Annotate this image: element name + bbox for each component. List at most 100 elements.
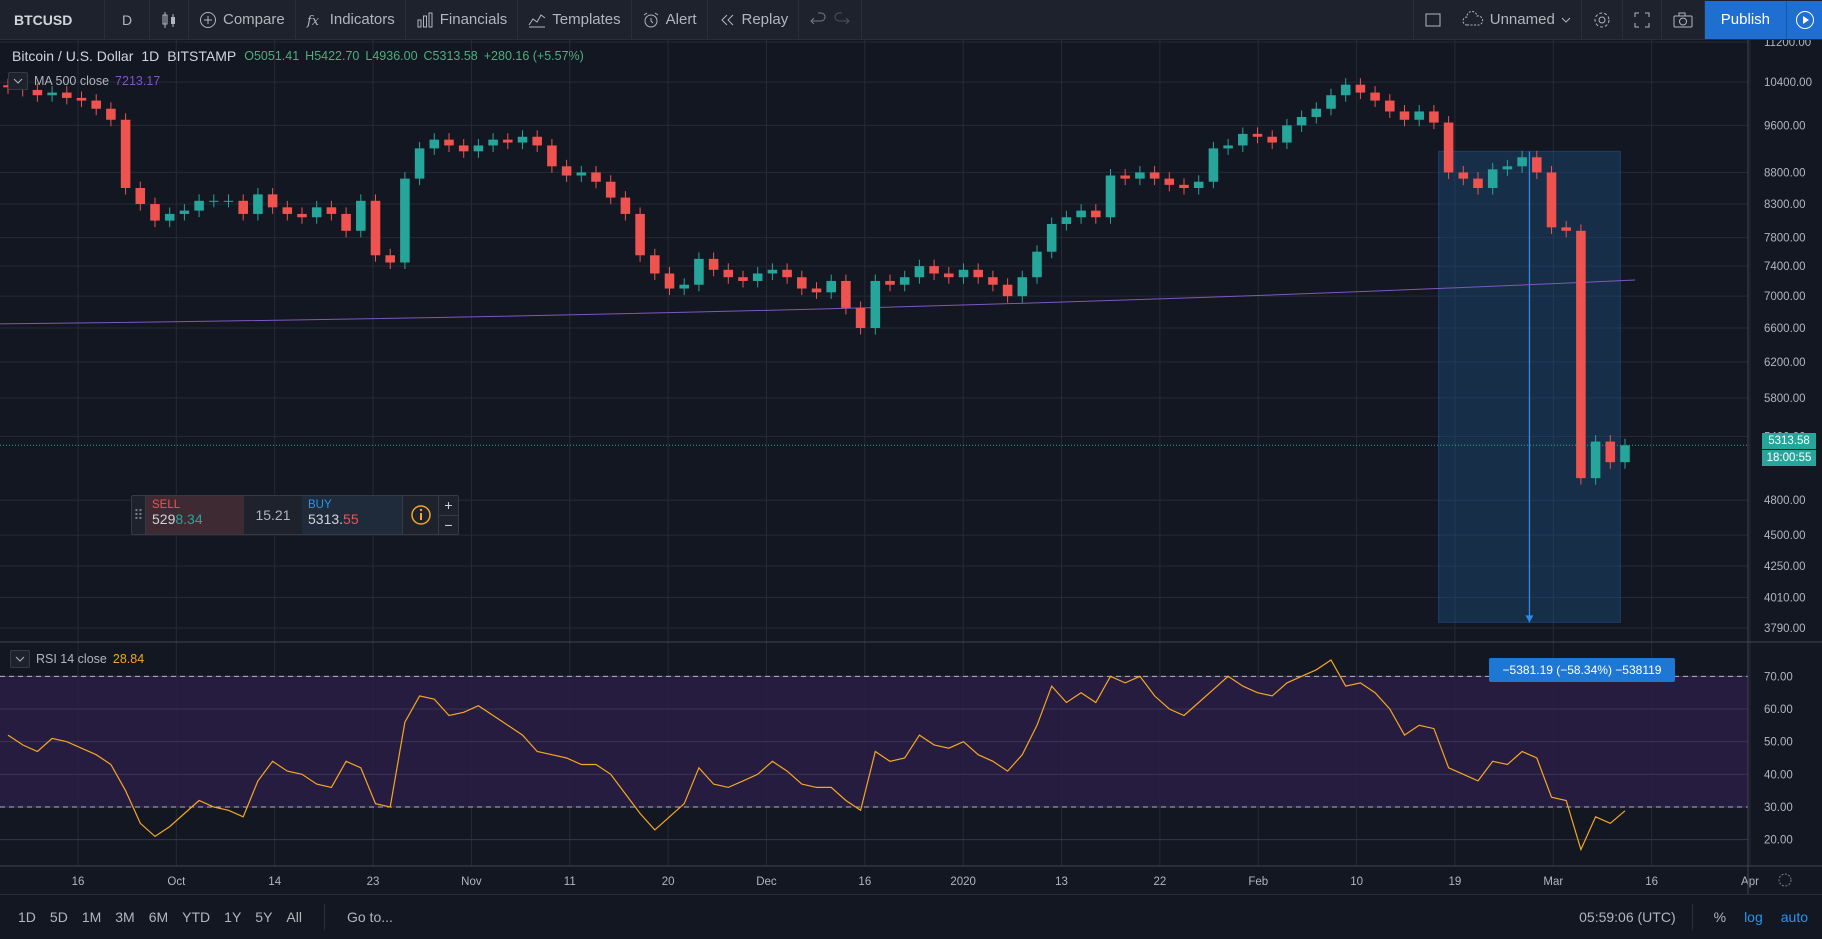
candle-body [326,207,337,214]
time-axis-label: 16 [858,876,871,888]
financials-button[interactable]: Financials [406,0,519,40]
buy-button[interactable]: BUY 5313.55 [302,496,402,534]
undo-icon[interactable] [809,11,827,29]
expand-icon [1634,12,1650,27]
svg-text:fx: fx [306,14,320,29]
fx-icon: fx [306,14,320,29]
indicators-button[interactable]: fx Indicators [296,0,406,40]
buy-price-main: 5313. [308,511,344,527]
candle-body [341,213,351,231]
candle-body [576,172,587,176]
range-button[interactable]: 3M [115,909,135,925]
settings-button[interactable] [1582,0,1623,40]
chart-area[interactable]: 16 Oct 14 23 Nov 11 20 Dec 16 2020 13 22 Feb 10 19 Mar 1… [0,40,1822,915]
goto-button[interactable]: Go to... [346,909,393,925]
percent-toggle[interactable]: % [1713,909,1727,925]
candle-body [253,194,263,214]
candle-body [958,269,969,278]
candle-body [1149,172,1160,179]
chevron-down-icon [1561,17,1571,23]
range-button[interactable]: 1D [18,909,36,925]
replay-button[interactable]: Replay [708,0,800,40]
replay-label: Replay [741,11,789,28]
snapshot-button[interactable] [1662,0,1705,40]
candle-body [1473,178,1483,189]
gear-icon [1594,12,1610,27]
candle-body [282,207,293,214]
price-axis-label: 7000.00 [1764,291,1806,303]
candle-body [797,277,807,289]
redo-icon[interactable] [833,11,851,29]
ma-collapse-button[interactable] [8,72,28,90]
auto-toggle[interactable]: auto [1780,909,1808,925]
candle-body [1252,133,1263,137]
price-axis-label: 9600.00 [1764,120,1806,132]
cloud-icon [1462,10,1483,25]
price-axis-label: 7400.00 [1764,261,1806,273]
range-button[interactable]: 1M [81,909,102,925]
sell-price-main: 529 [152,511,176,527]
time-axis-label: 2020 [950,876,976,888]
axis-settings-icon [1778,873,1792,887]
candle-body [547,145,557,167]
top-toolbar: BTCUSD D Compare fx Indicators Financial… [0,0,1822,40]
publish-menu-button[interactable] [1786,0,1822,39]
range-button[interactable]: 6M [148,909,169,925]
templates-icon [528,13,546,27]
chart-style-button[interactable] [150,0,189,40]
legend-exchange: BITSTAMP [167,48,237,64]
legend-title: Bitcoin / U.S. Dollar [12,48,134,64]
range-button[interactable]: YTD [182,909,211,925]
rsi-collapse-button[interactable] [10,650,30,668]
sell-button[interactable]: SELL 5298.34 [146,496,244,534]
compare-button[interactable]: Compare [189,0,296,40]
candle-body [694,258,704,285]
publish-button[interactable]: Publish [1704,0,1786,39]
candle-body [1238,133,1248,146]
quantity-stepper: + − [438,496,458,534]
templates-button[interactable]: Templates [518,0,632,40]
candle-body [1061,217,1072,224]
chart-canvas[interactable]: 16 Oct 14 23 Nov 11 20 Dec 16 2020 13 22 Feb 10 19 Mar 1… [0,40,1822,895]
info-button[interactable] [402,496,438,534]
fullscreen-layout-button[interactable] [1412,0,1452,40]
rsi-axis-label: 20.00 [1764,835,1793,847]
symbol-search-button[interactable]: BTCUSD [0,0,105,40]
candle-body [855,307,866,329]
timezone-clock[interactable]: 05:59:06 (UTC) [1579,904,1693,930]
time-axis-label: Oct [167,876,186,888]
range-button[interactable]: All [286,909,302,925]
candle-body [385,255,395,263]
drag-handle[interactable]: ⠿ [132,496,146,534]
interval-button[interactable]: D [105,0,150,40]
candle-body [164,213,175,221]
candle-body [1620,445,1630,463]
candle-body [473,145,484,152]
candle-body [223,200,234,202]
candle-body [752,273,763,281]
ma-value: 7213.17 [115,74,161,88]
candle-body [1443,122,1454,173]
candle-body [1590,441,1601,479]
camera-icon [1673,12,1693,27]
range-button[interactable]: 5D [49,909,68,925]
layout-name-button[interactable]: Unnamed [1452,0,1582,40]
decrease-button[interactable]: − [444,516,453,533]
candle-body [1164,178,1175,185]
candle-body [1340,84,1351,96]
candle-body [76,97,87,101]
candle-body [1120,175,1130,179]
range-button[interactable]: 1Y [224,909,242,925]
alert-button[interactable]: Alert [632,0,708,40]
candle-body [532,136,542,146]
candle-body [1208,148,1219,182]
candle-body [503,139,513,143]
increase-button[interactable]: + [439,496,458,516]
square-icon [1425,13,1441,26]
candles-icon [162,11,175,28]
price-axis-label: 4500.00 [1764,530,1806,542]
range-button[interactable]: 5Y [255,909,273,925]
log-toggle[interactable]: log [1744,909,1763,925]
time-axis-label: Feb [1248,876,1268,888]
fullscreen-button[interactable] [1623,0,1662,40]
